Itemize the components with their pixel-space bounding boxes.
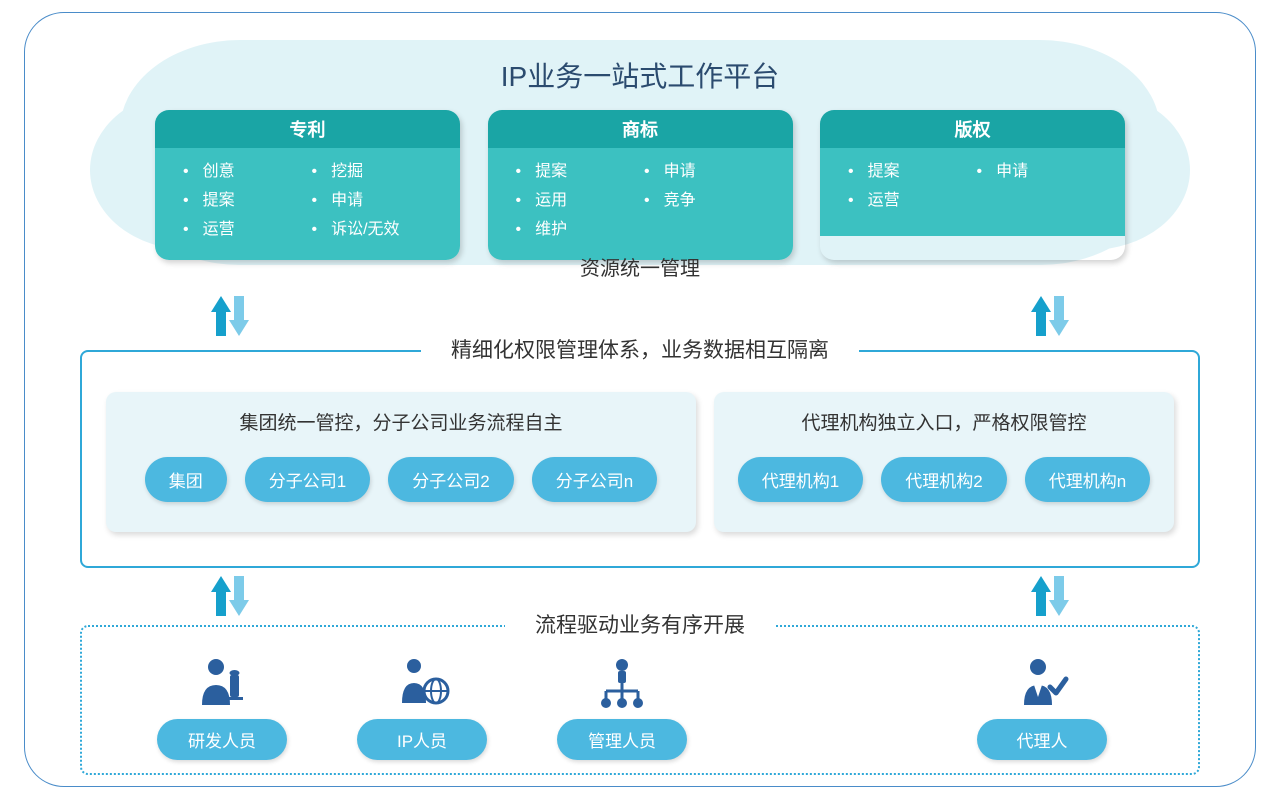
mid-section-title: 精细化权限管理体系，业务数据相互隔离 <box>421 330 859 368</box>
card-item: 运用 <box>516 187 645 216</box>
card-trademark: 商标 提案 运用 维护 申请 竞争 <box>488 110 793 260</box>
pill-item: 分子公司2 <box>388 457 513 502</box>
card-item: 申请 <box>312 187 441 216</box>
agent-icon <box>977 649 1107 711</box>
pill-item: 分子公司n <box>532 457 657 502</box>
pill-row: 集团 分子公司1 分子公司2 分子公司n <box>106 457 696 502</box>
card-body: 创意 提案 运营 挖掘 申请 诉讼/无效 <box>155 148 460 260</box>
card-item: 竞争 <box>644 187 773 216</box>
role-label: 管理人员 <box>557 719 687 760</box>
card-item: 申请 <box>977 158 1106 187</box>
role-label: 研发人员 <box>157 719 287 760</box>
panel-agency: 代理机构独立入口，严格权限管控 代理机构1 代理机构2 代理机构n <box>714 392 1174 532</box>
card-item: 挖掘 <box>312 158 441 187</box>
card-copyright: 版权 提案 运营 申请 <box>820 110 1125 260</box>
researcher-icon <box>157 649 287 711</box>
pill-item: 集团 <box>145 457 227 502</box>
subtitle-resources: 资源统一管理 <box>0 252 1280 281</box>
card-header: 专利 <box>155 110 460 148</box>
pill-item: 代理机构1 <box>738 457 863 502</box>
role-label: 代理人 <box>977 719 1107 760</box>
card-header: 版权 <box>820 110 1125 148</box>
card-item: 提案 <box>183 187 312 216</box>
bottom-section: 流程驱动业务有序开展 研发人员 IP人员 管理人员 代理人 <box>80 625 1200 775</box>
role-ip-person: IP人员 <box>357 649 487 760</box>
cards-row: 专利 创意 提案 运营 挖掘 申请 诉讼/无效 商标 提案 运用 维护 申请 <box>155 110 1125 260</box>
card-patent: 专利 创意 提案 运营 挖掘 申请 诉讼/无效 <box>155 110 460 260</box>
pill-item: 代理机构2 <box>881 457 1006 502</box>
card-item: 提案 <box>516 158 645 187</box>
panel-title: 集团统一管控，分子公司业务流程自主 <box>106 408 696 435</box>
bidirectional-arrow-icon <box>1027 292 1073 340</box>
mid-section: 精细化权限管理体系，业务数据相互隔离 集团统一管控，分子公司业务流程自主 集团 … <box>80 350 1200 568</box>
pill-row: 代理机构1 代理机构2 代理机构n <box>714 457 1174 502</box>
role-agent: 代理人 <box>977 649 1107 760</box>
bidirectional-arrow-icon <box>207 572 253 620</box>
card-item: 创意 <box>183 158 312 187</box>
card-item: 诉讼/无效 <box>312 216 441 245</box>
role-researcher: 研发人员 <box>157 649 287 760</box>
manager-icon <box>557 649 687 711</box>
panel-group: 集团统一管控，分子公司业务流程自主 集团 分子公司1 分子公司2 分子公司n <box>106 392 696 532</box>
card-item: 运营 <box>183 216 312 245</box>
card-header: 商标 <box>488 110 793 148</box>
bottom-section-title: 流程驱动业务有序开展 <box>505 605 775 643</box>
panel-title: 代理机构独立入口，严格权限管控 <box>714 408 1174 435</box>
main-title: IP业务一站式工作平台 <box>0 55 1280 95</box>
ip-person-icon <box>357 649 487 711</box>
card-item: 提案 <box>848 158 977 187</box>
card-item: 运营 <box>848 187 977 216</box>
pill-item: 分子公司1 <box>245 457 370 502</box>
pill-item: 代理机构n <box>1025 457 1150 502</box>
role-label: IP人员 <box>357 719 487 760</box>
card-item: 申请 <box>644 158 773 187</box>
bidirectional-arrow-icon <box>207 292 253 340</box>
bidirectional-arrow-icon <box>1027 572 1073 620</box>
card-body: 提案 运营 申请 <box>820 148 1125 236</box>
card-body: 提案 运用 维护 申请 竞争 <box>488 148 793 260</box>
role-manager: 管理人员 <box>557 649 687 760</box>
card-item: 维护 <box>516 216 645 245</box>
